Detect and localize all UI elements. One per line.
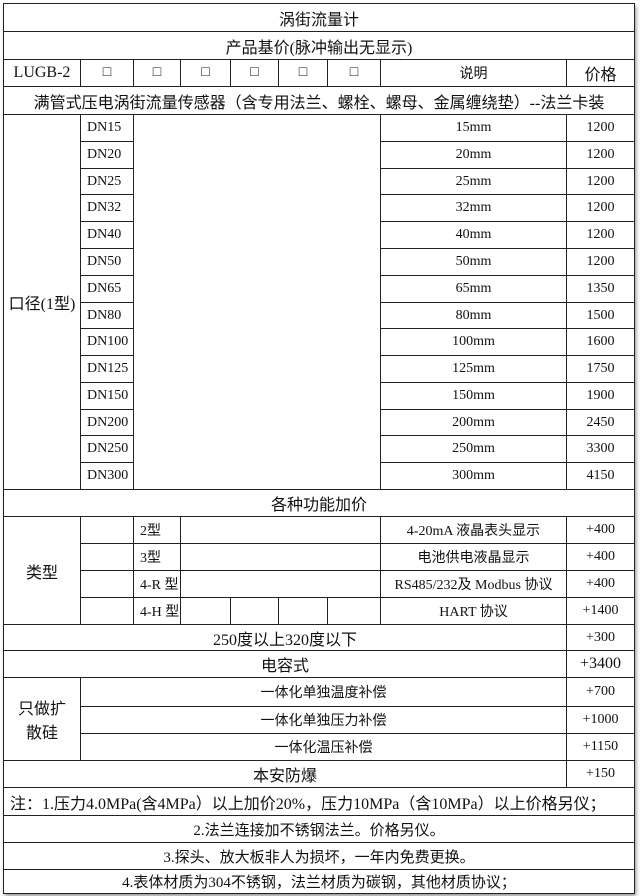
type-description: 电池供电液晶显示 xyxy=(380,543,567,571)
type-code: 4-R 型 xyxy=(133,570,181,598)
option-checkbox: □ xyxy=(327,59,381,87)
dn-size: DN200 xyxy=(80,409,134,436)
price: +400 xyxy=(566,570,635,598)
dn-size: DN80 xyxy=(80,302,134,329)
blank-cell xyxy=(80,516,134,544)
price: +150 xyxy=(566,760,635,788)
blank-cell xyxy=(180,597,231,625)
nominal-size: 80mm xyxy=(380,302,567,329)
dn-size: DN100 xyxy=(80,328,134,356)
dn-size: DN50 xyxy=(80,248,134,276)
dn-size: DN150 xyxy=(80,382,134,410)
blank-cell xyxy=(80,543,134,571)
nominal-size: 40mm xyxy=(380,221,567,249)
type-description: 4-20mA 液晶表头显示 xyxy=(380,516,567,544)
diffused-silicon-label: 只做扩散硅 xyxy=(3,677,81,761)
sensor-description: 满管式压电涡街流量传感器（含专用法兰、螺栓、螺母、金属缠绕垫）--法兰卡装 xyxy=(3,86,635,115)
options-header: 各种功能加价 xyxy=(3,489,635,517)
capacitive-option: 电容式 xyxy=(3,650,567,678)
dn-size: DN15 xyxy=(80,114,134,142)
note-line: 4.表体材质为304不锈钢，法兰材质为碳钢，其他材质协议； xyxy=(3,869,635,894)
price: 1350 xyxy=(566,275,635,303)
price: +700 xyxy=(566,677,635,707)
price: 1750 xyxy=(566,355,635,383)
nominal-size: 50mm xyxy=(380,248,567,276)
dn-size: DN250 xyxy=(80,435,134,463)
dn-size: DN40 xyxy=(80,221,134,249)
price: 1600 xyxy=(566,328,635,356)
type-description: RS485/232及 Modbus 协议 xyxy=(380,570,567,598)
price: 1200 xyxy=(566,194,635,222)
nominal-size: 25mm xyxy=(380,168,567,195)
compensation-option: 一体化单独压力补偿 xyxy=(80,706,567,734)
note-line: 注：1.压力4.0MPa(含4MPa）以上加价20%，压力10MPa（含10MP… xyxy=(3,787,635,816)
price: +300 xyxy=(566,624,635,651)
dn-size: DN20 xyxy=(80,141,134,169)
dn-size: DN300 xyxy=(80,462,134,490)
price: 1900 xyxy=(566,382,635,410)
compensation-option: 一体化温压补偿 xyxy=(80,733,567,761)
caliber-label: 口径(1型) xyxy=(3,114,81,490)
blank-cell xyxy=(180,570,381,598)
price: +3400 xyxy=(566,650,635,678)
option-checkbox: □ xyxy=(230,59,279,87)
high-temp-option: 250度以上320度以下 xyxy=(3,624,567,651)
price: 1200 xyxy=(566,248,635,276)
price: 1200 xyxy=(566,221,635,249)
nominal-size: 20mm xyxy=(380,141,567,169)
nominal-size: 250mm xyxy=(380,435,567,463)
price: 1200 xyxy=(566,114,635,142)
type-label: 类型 xyxy=(3,516,81,625)
nominal-size: 300mm xyxy=(380,462,567,490)
blank-cell xyxy=(327,597,381,625)
description-header: 说明 xyxy=(380,59,567,87)
price: 1200 xyxy=(566,141,635,169)
note-line: 3.探头、放大板非人为损坏，一年内免费更换。 xyxy=(3,842,635,870)
type-code: 4-H 型 xyxy=(133,597,181,625)
price: +400 xyxy=(566,516,635,544)
blank-cell xyxy=(278,597,328,625)
compensation-option: 一体化单独温度补偿 xyxy=(80,677,567,707)
blank-cell xyxy=(180,516,381,544)
price: +1000 xyxy=(566,706,635,734)
nominal-size: 200mm xyxy=(380,409,567,436)
type-description: HART 协议 xyxy=(380,597,567,625)
dn-size: DN65 xyxy=(80,275,134,303)
option-checkbox: □ xyxy=(80,59,134,87)
nominal-size: 150mm xyxy=(380,382,567,410)
explosion-proof-option: 本安防爆 xyxy=(3,760,567,788)
blank-cell xyxy=(180,543,381,571)
price: 3300 xyxy=(566,435,635,463)
price: +1400 xyxy=(566,597,635,625)
nominal-size: 15mm xyxy=(380,114,567,142)
nominal-size: 100mm xyxy=(380,328,567,356)
dn-size: DN25 xyxy=(80,168,134,195)
note-line: 2.法兰连接加不锈钢法兰。价格另仪。 xyxy=(3,815,635,843)
blank-cell xyxy=(80,597,134,625)
price-table: 涡街流量计 产品基价(脉冲输出无显示) LUGB-2 □ □ □ □ □ □ 说明 价格 满管式压电涡… xyxy=(3,3,635,894)
price: 1200 xyxy=(566,168,635,195)
option-checkbox: □ xyxy=(278,59,328,87)
model-code: LUGB-2 xyxy=(3,59,81,87)
table-title: 涡街流量计 xyxy=(3,3,635,32)
price: +1150 xyxy=(566,733,635,761)
option-checkbox: □ xyxy=(180,59,231,87)
base-price-header: 产品基价(脉冲输出无显示) xyxy=(3,31,635,60)
price: 4150 xyxy=(566,462,635,490)
nominal-size: 32mm xyxy=(380,194,567,222)
price-header: 价格 xyxy=(566,59,635,87)
nominal-size: 125mm xyxy=(380,355,567,383)
nominal-size: 65mm xyxy=(380,275,567,303)
dn-size: DN32 xyxy=(80,194,134,222)
price: 2450 xyxy=(566,409,635,436)
blank-cell xyxy=(80,570,134,598)
type-code: 2型 xyxy=(133,516,181,544)
blank-area xyxy=(133,114,381,490)
type-code: 3型 xyxy=(133,543,181,571)
dn-size: DN125 xyxy=(80,355,134,383)
price: 1500 xyxy=(566,302,635,329)
blank-cell xyxy=(230,597,279,625)
price: +400 xyxy=(566,543,635,571)
option-checkbox: □ xyxy=(133,59,181,87)
